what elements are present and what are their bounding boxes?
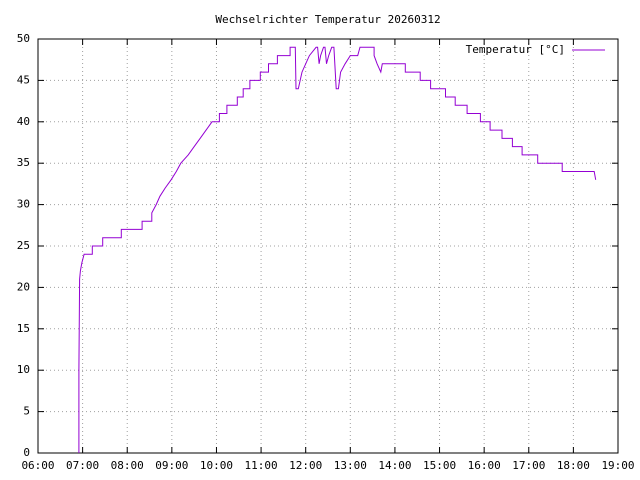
x-tick-label: 15:00: [423, 459, 456, 472]
x-tick-label: 10:00: [200, 459, 233, 472]
x-tick-label: 13:00: [334, 459, 367, 472]
x-tick-label: 06:00: [21, 459, 54, 472]
x-tick-label: 07:00: [66, 459, 99, 472]
x-tick-label: 09:00: [155, 459, 188, 472]
x-tick-label: 08:00: [111, 459, 144, 472]
data-line: [78, 46, 597, 453]
x-tick-label: 14:00: [378, 459, 411, 472]
y-tick-label: 45: [17, 73, 30, 86]
x-tick-label: 11:00: [245, 459, 278, 472]
plot-frame: [37, 38, 619, 454]
legend-label: Temperatur [°C]: [466, 43, 565, 56]
x-tick-label: 12:00: [289, 459, 322, 472]
y-tick-label: 50: [17, 32, 30, 45]
y-tick-label: 5: [23, 405, 30, 418]
y-tick-label: 15: [17, 322, 30, 335]
y-tick-label: 40: [17, 115, 30, 128]
x-tick-label: 17:00: [512, 459, 545, 472]
y-tick-label: 30: [17, 198, 30, 211]
y-tick-label: 0: [23, 446, 30, 459]
y-tick-label: 35: [17, 156, 30, 169]
x-tick-label: 18:00: [557, 459, 590, 472]
y-tick-label: 10: [17, 363, 30, 376]
chart-title: Wechselrichter Temperatur 20260312: [215, 13, 440, 26]
y-tick-label: 25: [17, 239, 30, 252]
x-tick-label: 19:00: [601, 459, 634, 472]
x-tick-label: 16:00: [468, 459, 501, 472]
y-tick-label: 20: [17, 280, 30, 293]
